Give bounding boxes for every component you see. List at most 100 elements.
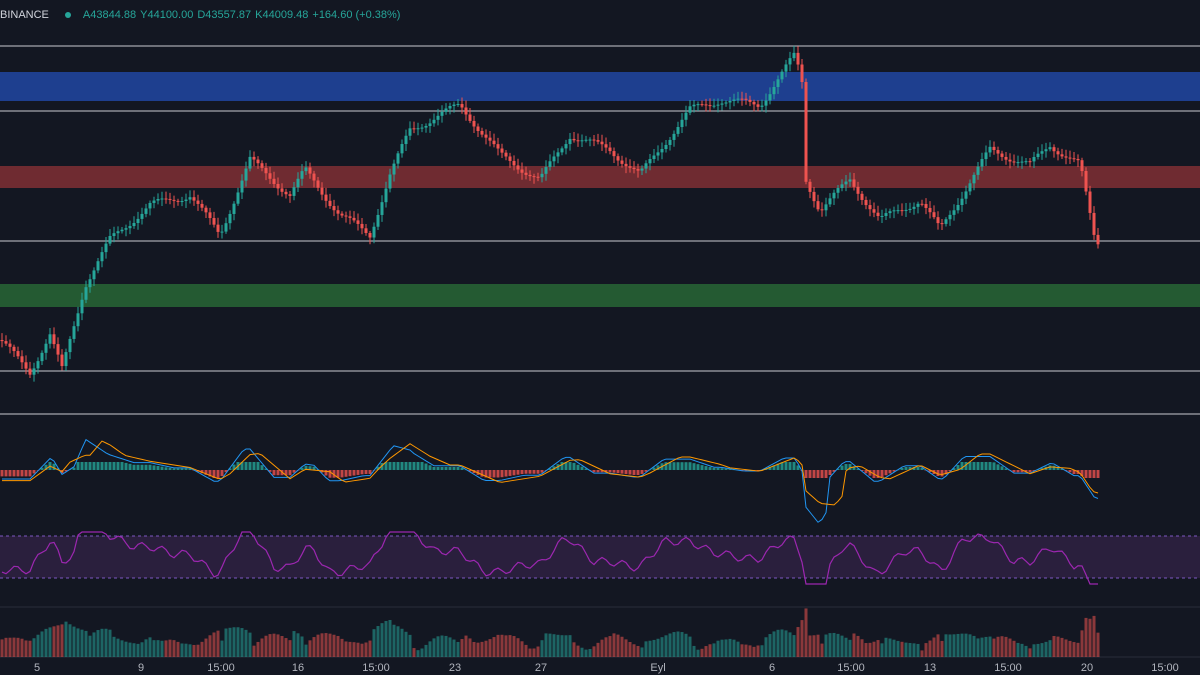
volume-bar	[544, 633, 548, 657]
macd-hist	[812, 470, 816, 478]
macd-hist	[564, 462, 568, 470]
candle-body	[84, 287, 88, 300]
candle-body	[628, 166, 632, 168]
candle-body	[104, 243, 108, 253]
volume-bar	[752, 646, 756, 657]
macd-hist	[836, 468, 840, 470]
volume-bar	[224, 628, 228, 657]
candle-body	[1040, 151, 1044, 154]
candle-body	[928, 207, 932, 213]
volume-bar	[76, 628, 80, 657]
candle-body	[1048, 147, 1052, 150]
macd-hist	[612, 470, 616, 473]
volume-bar	[164, 640, 168, 657]
macd-hist	[936, 470, 940, 476]
candle-body	[396, 153, 400, 164]
volume-bar	[828, 633, 832, 657]
macd-hist	[444, 467, 448, 470]
volume-bar	[16, 637, 20, 657]
candle-body	[1080, 160, 1084, 172]
macd-hist	[256, 462, 260, 470]
candle-body	[92, 270, 96, 280]
macd-hist	[624, 470, 628, 475]
volume-bar	[576, 645, 580, 657]
pivot-zone	[0, 166, 1200, 188]
candle-body	[320, 187, 324, 195]
volume-bar	[632, 644, 636, 657]
candle-body	[308, 167, 312, 174]
macd-hist	[608, 470, 612, 473]
candle-body	[992, 146, 996, 151]
volume-bar	[192, 644, 196, 657]
macd-hist	[816, 470, 820, 478]
macd-hist	[704, 466, 708, 470]
macd-hist	[104, 462, 108, 470]
volume-bar	[836, 633, 840, 657]
candle-body	[976, 166, 980, 175]
macd-hist	[952, 468, 956, 470]
volume-bar	[212, 632, 216, 657]
time-label: 15:00	[207, 662, 235, 674]
volume-bar	[40, 631, 44, 657]
candle-body	[876, 212, 880, 216]
time-label: 15:00	[1151, 662, 1179, 674]
macd-hist	[916, 467, 920, 470]
volume-bar	[616, 634, 620, 657]
candle-body	[520, 169, 524, 173]
volume-bar	[744, 644, 748, 657]
macd-hist	[1068, 470, 1072, 473]
candle-body	[772, 87, 776, 95]
macd-hist	[400, 462, 404, 470]
volume-bar	[308, 640, 312, 657]
candle-body	[784, 64, 788, 72]
volume-bar	[260, 638, 264, 657]
candle-body	[380, 202, 384, 215]
volume-bar	[888, 638, 892, 657]
macd-hist	[1024, 470, 1028, 473]
candle-body	[484, 134, 488, 138]
macd-hist	[600, 470, 604, 473]
macd-hist	[552, 466, 556, 470]
volume-bar	[176, 641, 180, 657]
candle-body	[880, 215, 884, 217]
macd-hist	[224, 470, 228, 473]
macd-hist	[724, 468, 728, 470]
macd-hist	[136, 464, 140, 470]
time-label: 15:00	[994, 662, 1022, 674]
volume-bar	[1084, 617, 1088, 657]
volume-bar	[904, 642, 908, 657]
volume-bar	[448, 637, 452, 657]
macd-hist	[332, 470, 336, 478]
macd-hist	[96, 462, 100, 470]
volume-bar	[580, 647, 584, 657]
macd-hist	[152, 465, 156, 470]
macd-hist	[64, 470, 68, 472]
volume-bar	[144, 639, 148, 657]
macd-hist	[948, 470, 952, 472]
macd-hist	[840, 465, 844, 470]
volume-bar	[128, 642, 132, 657]
candle-body	[232, 203, 236, 214]
volume-bar	[432, 638, 436, 657]
macd-hist	[832, 470, 836, 472]
macd-hist	[644, 470, 648, 472]
candle-body	[760, 105, 764, 107]
volume-bar	[976, 638, 980, 657]
candle-body	[932, 212, 936, 218]
candle-body	[988, 146, 992, 153]
volume-bar	[1076, 642, 1080, 657]
volume-bar	[20, 638, 24, 657]
macd-hist	[404, 462, 408, 470]
candle-body	[344, 215, 348, 217]
macd-hist	[164, 467, 168, 470]
volume-bar	[700, 648, 704, 657]
volume-bar	[516, 638, 520, 657]
volume-bar	[172, 640, 176, 657]
volume-bar	[292, 631, 296, 657]
candle-body	[408, 128, 412, 136]
volume-bar	[1004, 636, 1008, 657]
macd-hist	[664, 462, 668, 470]
volume-bar	[568, 635, 572, 657]
candles	[0, 45, 1100, 382]
macd-hist	[368, 470, 372, 474]
